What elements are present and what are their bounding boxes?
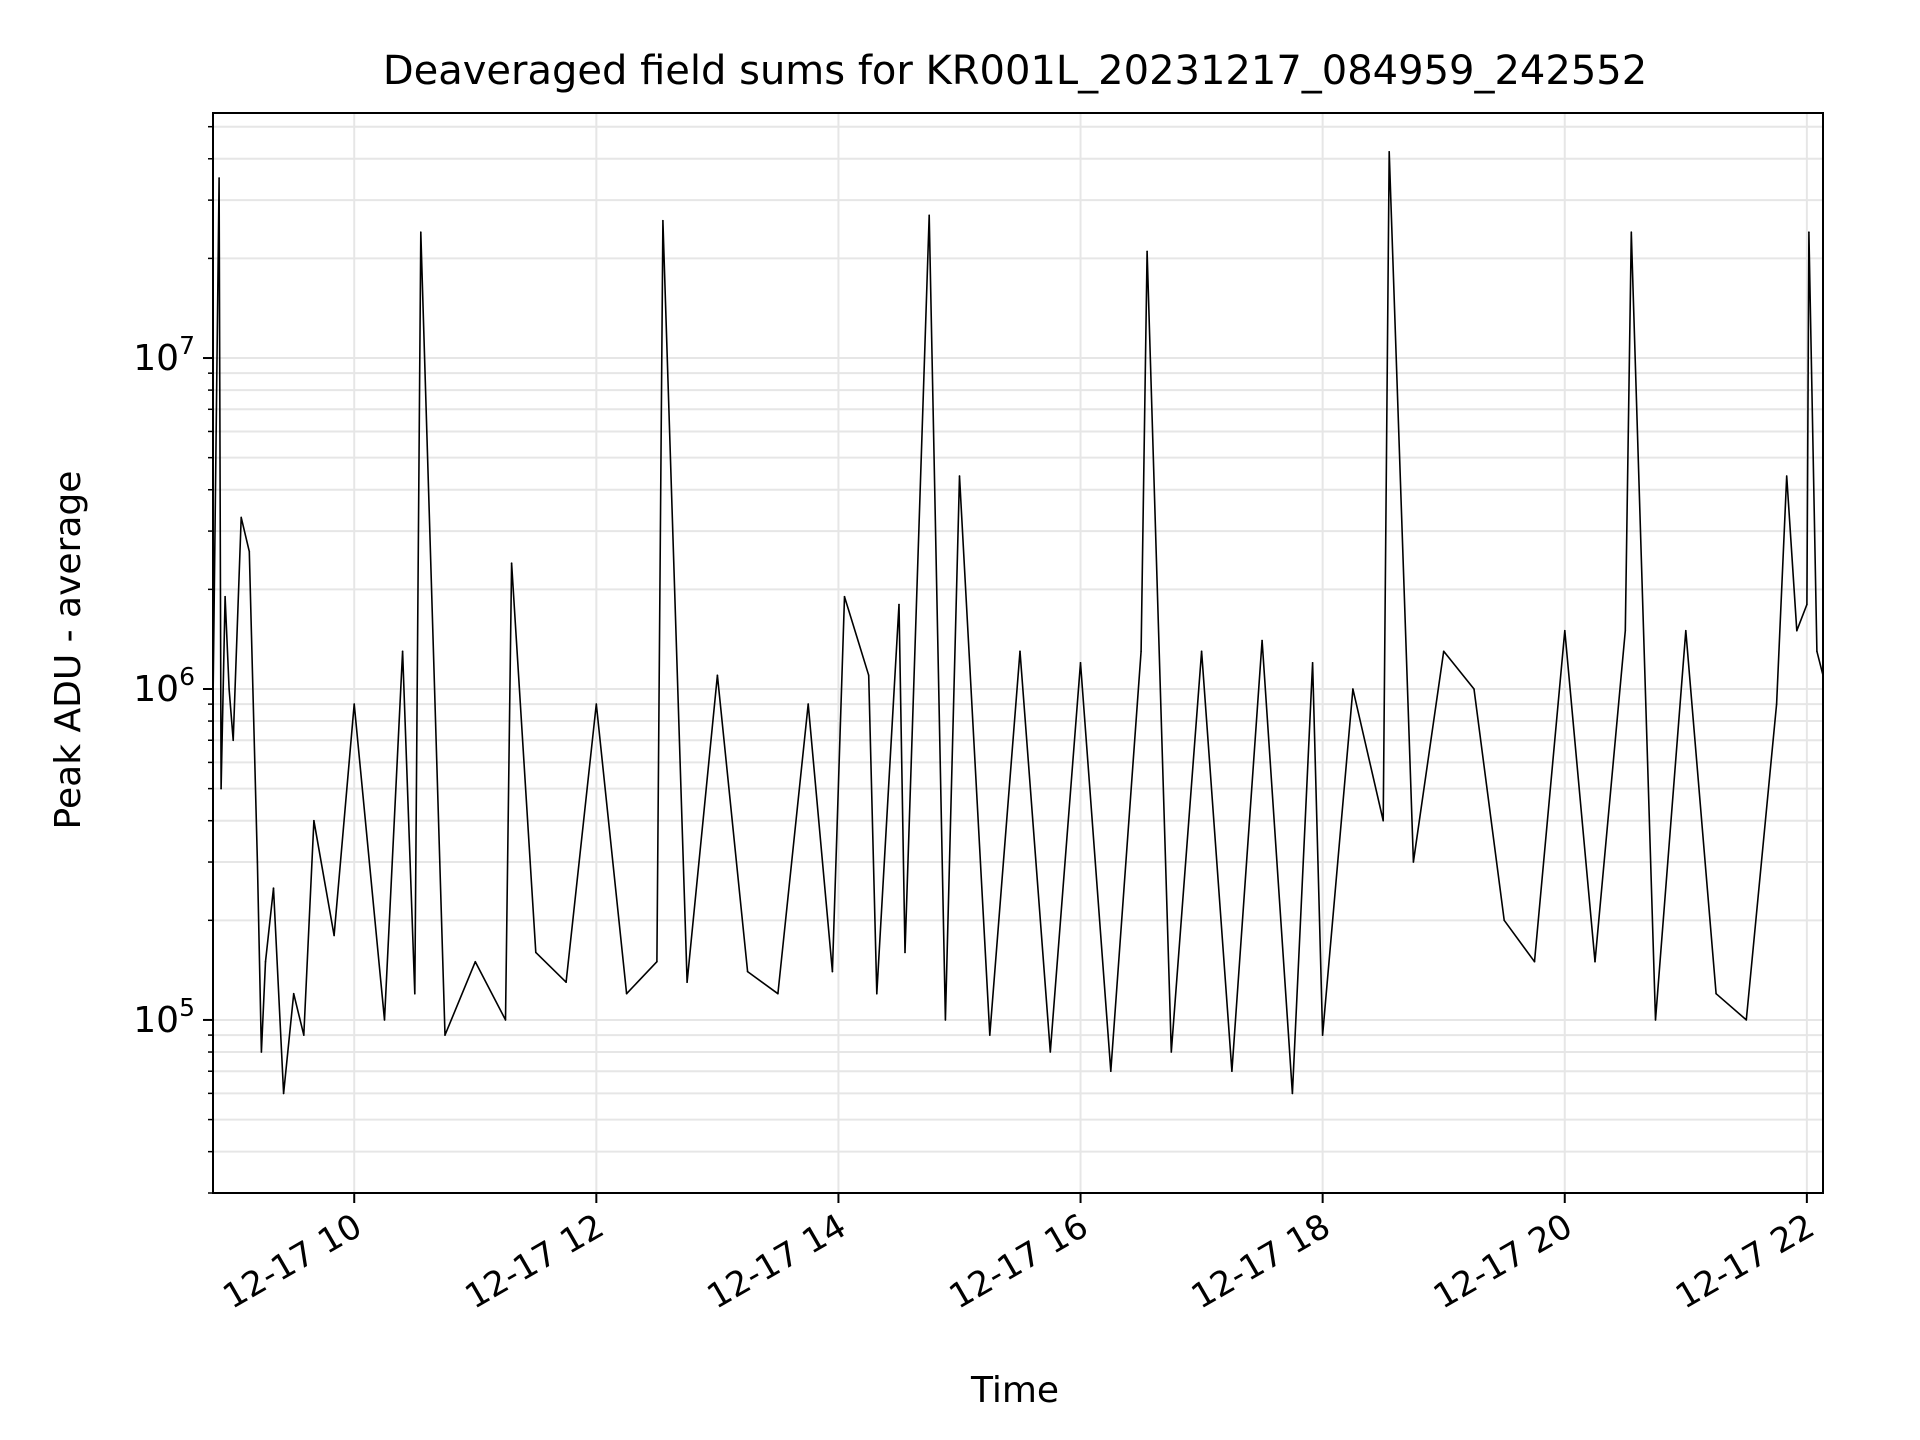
data-point — [1321, 1034, 1324, 1036]
data-point — [303, 1034, 305, 1036]
data-point — [313, 819, 315, 822]
data-point — [843, 595, 846, 598]
data-point — [1311, 662, 1314, 664]
data-point — [1624, 629, 1627, 632]
data-point — [595, 703, 598, 705]
y-tick-label: 105 — [133, 993, 195, 1041]
data-point — [777, 992, 779, 995]
data-point — [1352, 688, 1354, 690]
chart-title: Deaveraged field sums for KR001L_2023121… — [383, 48, 1647, 94]
data-point — [1806, 603, 1808, 606]
data-point — [867, 674, 870, 677]
data-point — [989, 1034, 991, 1036]
data-point — [1231, 1070, 1233, 1072]
data-point — [1654, 1019, 1657, 1021]
data-point — [292, 992, 295, 995]
data-point — [353, 703, 356, 705]
y-tick-label: 106 — [133, 662, 195, 710]
data-point — [1019, 650, 1021, 653]
data-point — [272, 887, 275, 889]
data-point — [232, 739, 234, 742]
data-point — [686, 981, 688, 983]
data-point — [510, 562, 513, 564]
data-point — [1796, 629, 1798, 632]
data-point — [1291, 1092, 1294, 1095]
grid — [213, 113, 1823, 1194]
data-point — [383, 1019, 386, 1021]
data-point — [401, 650, 404, 653]
data-point — [1140, 650, 1142, 653]
data-point — [1785, 475, 1788, 477]
data-point — [1473, 688, 1475, 690]
data-point — [218, 177, 220, 179]
data-point — [904, 951, 906, 954]
data-point — [414, 992, 416, 995]
data-point — [565, 981, 567, 983]
data-point — [1564, 629, 1566, 632]
data-point — [1382, 819, 1384, 822]
data-point — [1079, 662, 1082, 664]
data-point — [662, 219, 664, 222]
data-point — [420, 231, 422, 233]
data-point — [256, 861, 259, 863]
data-point — [474, 960, 477, 963]
data-point — [944, 1019, 947, 1021]
data-point — [625, 992, 628, 995]
data-point — [1775, 703, 1778, 705]
data-point — [1146, 250, 1148, 253]
data-point — [264, 960, 267, 963]
data-point — [224, 595, 226, 598]
data-point — [1715, 992, 1717, 995]
data-point — [958, 475, 961, 477]
data-point — [1170, 1051, 1173, 1053]
data-point — [1412, 861, 1415, 863]
axes-frame — [212, 112, 1824, 1194]
data-point — [716, 674, 719, 677]
data-point — [1503, 919, 1505, 922]
data-point — [282, 1092, 285, 1095]
data-point — [333, 934, 335, 937]
data-point — [1388, 151, 1390, 153]
data-point — [504, 1019, 507, 1021]
y-tick-label: 107 — [133, 331, 195, 379]
data-layer — [212, 151, 1824, 1095]
data-point — [876, 992, 878, 995]
data-point — [248, 550, 251, 553]
data-point — [1049, 1051, 1052, 1053]
data-point — [898, 603, 900, 606]
data-point — [240, 516, 242, 519]
data-point — [1808, 231, 1810, 233]
data-point — [1261, 639, 1263, 642]
data-point — [1816, 650, 1818, 653]
data-point — [1745, 1019, 1748, 1021]
data-point — [807, 703, 809, 705]
data-point — [1533, 960, 1536, 963]
data-point — [1110, 1070, 1112, 1072]
data-point — [1594, 960, 1596, 963]
x-axis-label: Time — [970, 1370, 1059, 1411]
data-point — [260, 1051, 263, 1053]
data-point — [220, 787, 222, 790]
data-point — [746, 970, 749, 973]
data-point — [928, 214, 930, 217]
data-point — [444, 1034, 446, 1036]
data-point — [1685, 629, 1687, 632]
data-point — [1200, 650, 1203, 653]
data-point — [535, 951, 537, 954]
data-point — [228, 688, 230, 690]
data-point — [656, 960, 658, 963]
y-axis-label: Peak ADU - average — [48, 471, 89, 830]
data-point — [1442, 650, 1445, 653]
data-point — [1630, 231, 1633, 233]
data-point — [831, 970, 834, 973]
